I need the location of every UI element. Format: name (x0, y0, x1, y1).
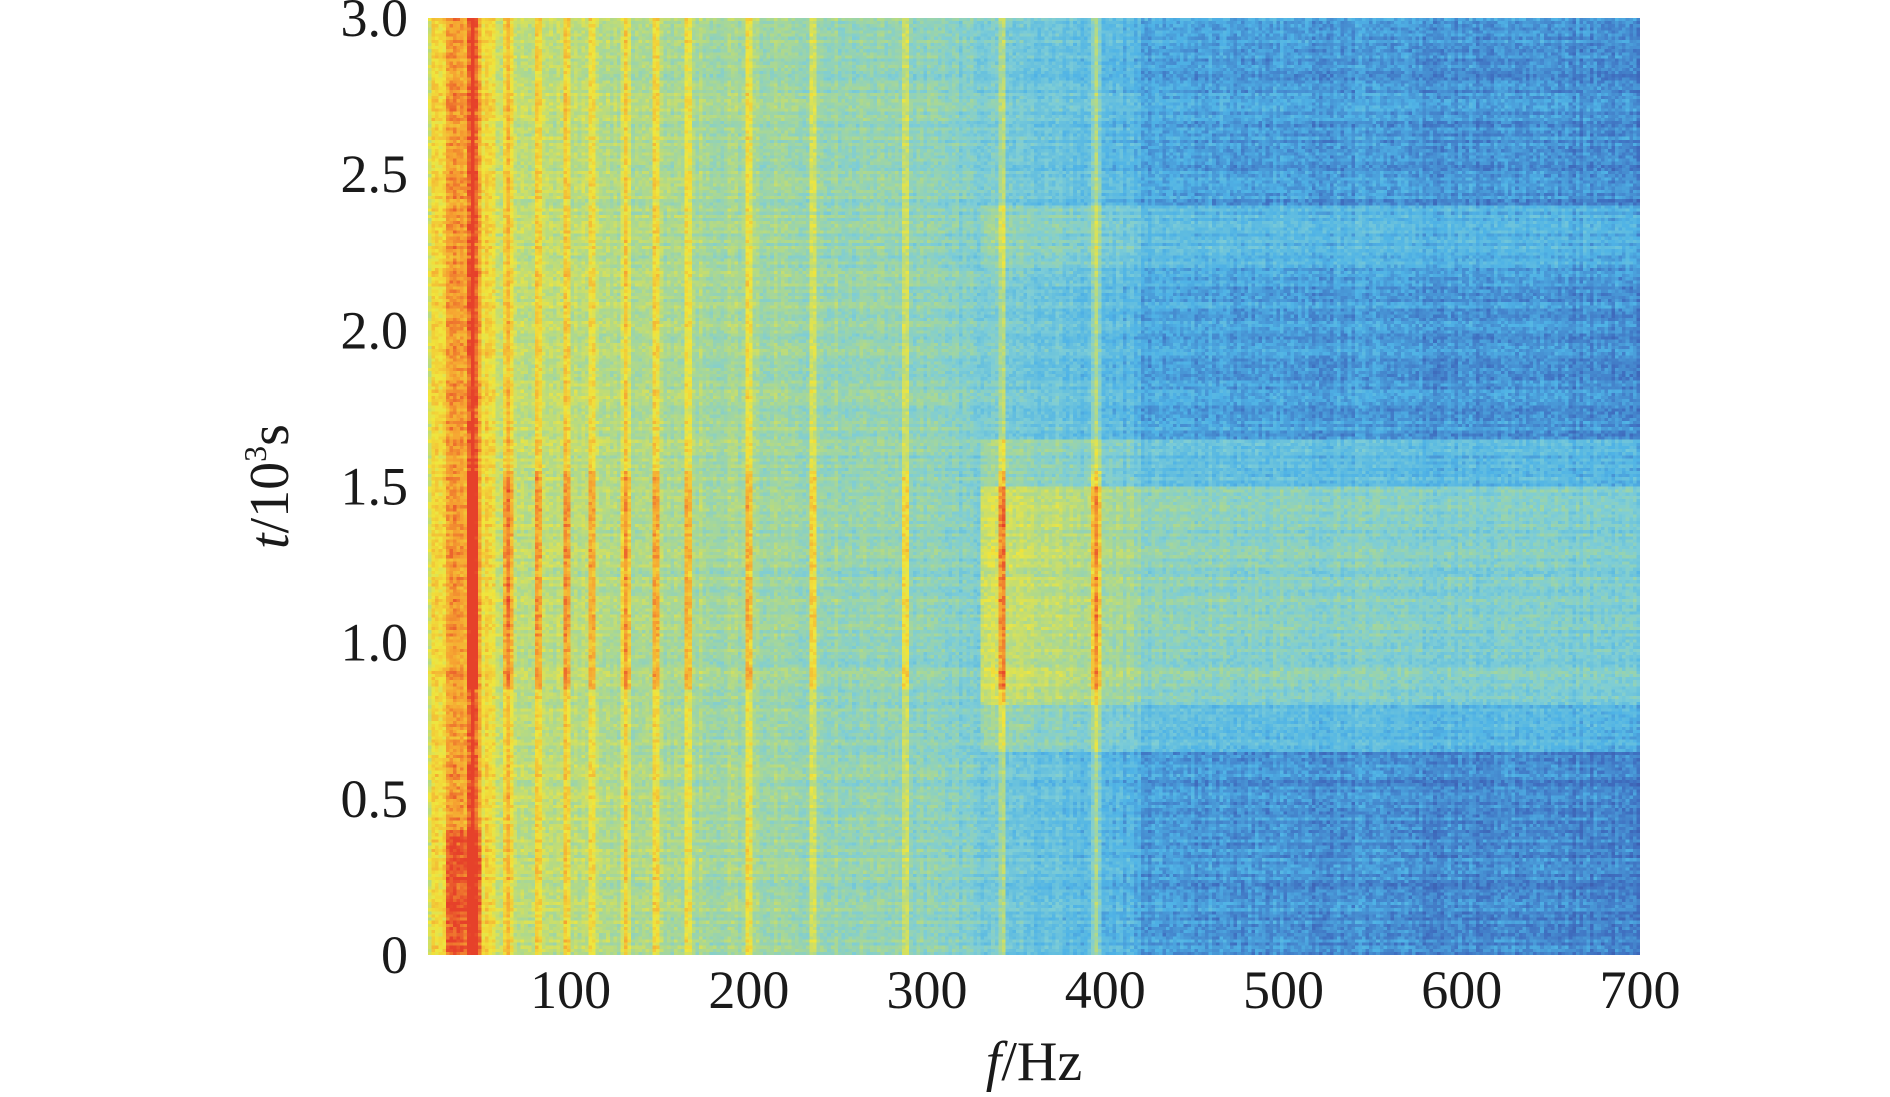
y-tick-label: 3.0 (341, 0, 409, 48)
y-axis-label: t/103s (237, 424, 301, 549)
y-axis-ticks: 0 0.5 1.0 1.5 2.0 2.5 3.0 (341, 0, 409, 985)
y-axis-unit-suffix: s (239, 424, 301, 446)
y-tick-label: 2.5 (341, 144, 409, 204)
y-tick-label: 1.5 (341, 457, 409, 517)
x-axis-ticks: 100 200 300 400 500 600 700 (530, 960, 1680, 1020)
y-tick-label: 2.0 (341, 300, 409, 360)
x-tick-label: 500 (1243, 960, 1324, 1020)
y-tick-label: 0.5 (341, 769, 409, 829)
x-tick-label: 600 (1421, 960, 1502, 1020)
x-tick-label: 200 (708, 960, 789, 1020)
y-tick-label: 1.0 (341, 613, 409, 673)
x-axis-unit: /Hz (1001, 1031, 1082, 1092)
heatmap-image (428, 18, 1640, 955)
y-tick-label: 0 (381, 925, 408, 985)
x-tick-label: 400 (1065, 960, 1146, 1020)
x-tick-label: 300 (887, 960, 968, 1020)
plot-area (428, 18, 1640, 955)
y-axis-unit-exponent: 3 (237, 446, 273, 462)
x-axis-label: f/Hz (986, 1031, 1082, 1093)
x-tick-label: 700 (1600, 960, 1681, 1020)
y-axis-unit-prefix: /10 (239, 462, 301, 534)
y-axis-symbol: t (239, 532, 301, 549)
x-tick-label: 100 (530, 960, 611, 1020)
y-axis-title: t/103s (237, 424, 301, 549)
x-axis-title: f/Hz (986, 1031, 1082, 1092)
